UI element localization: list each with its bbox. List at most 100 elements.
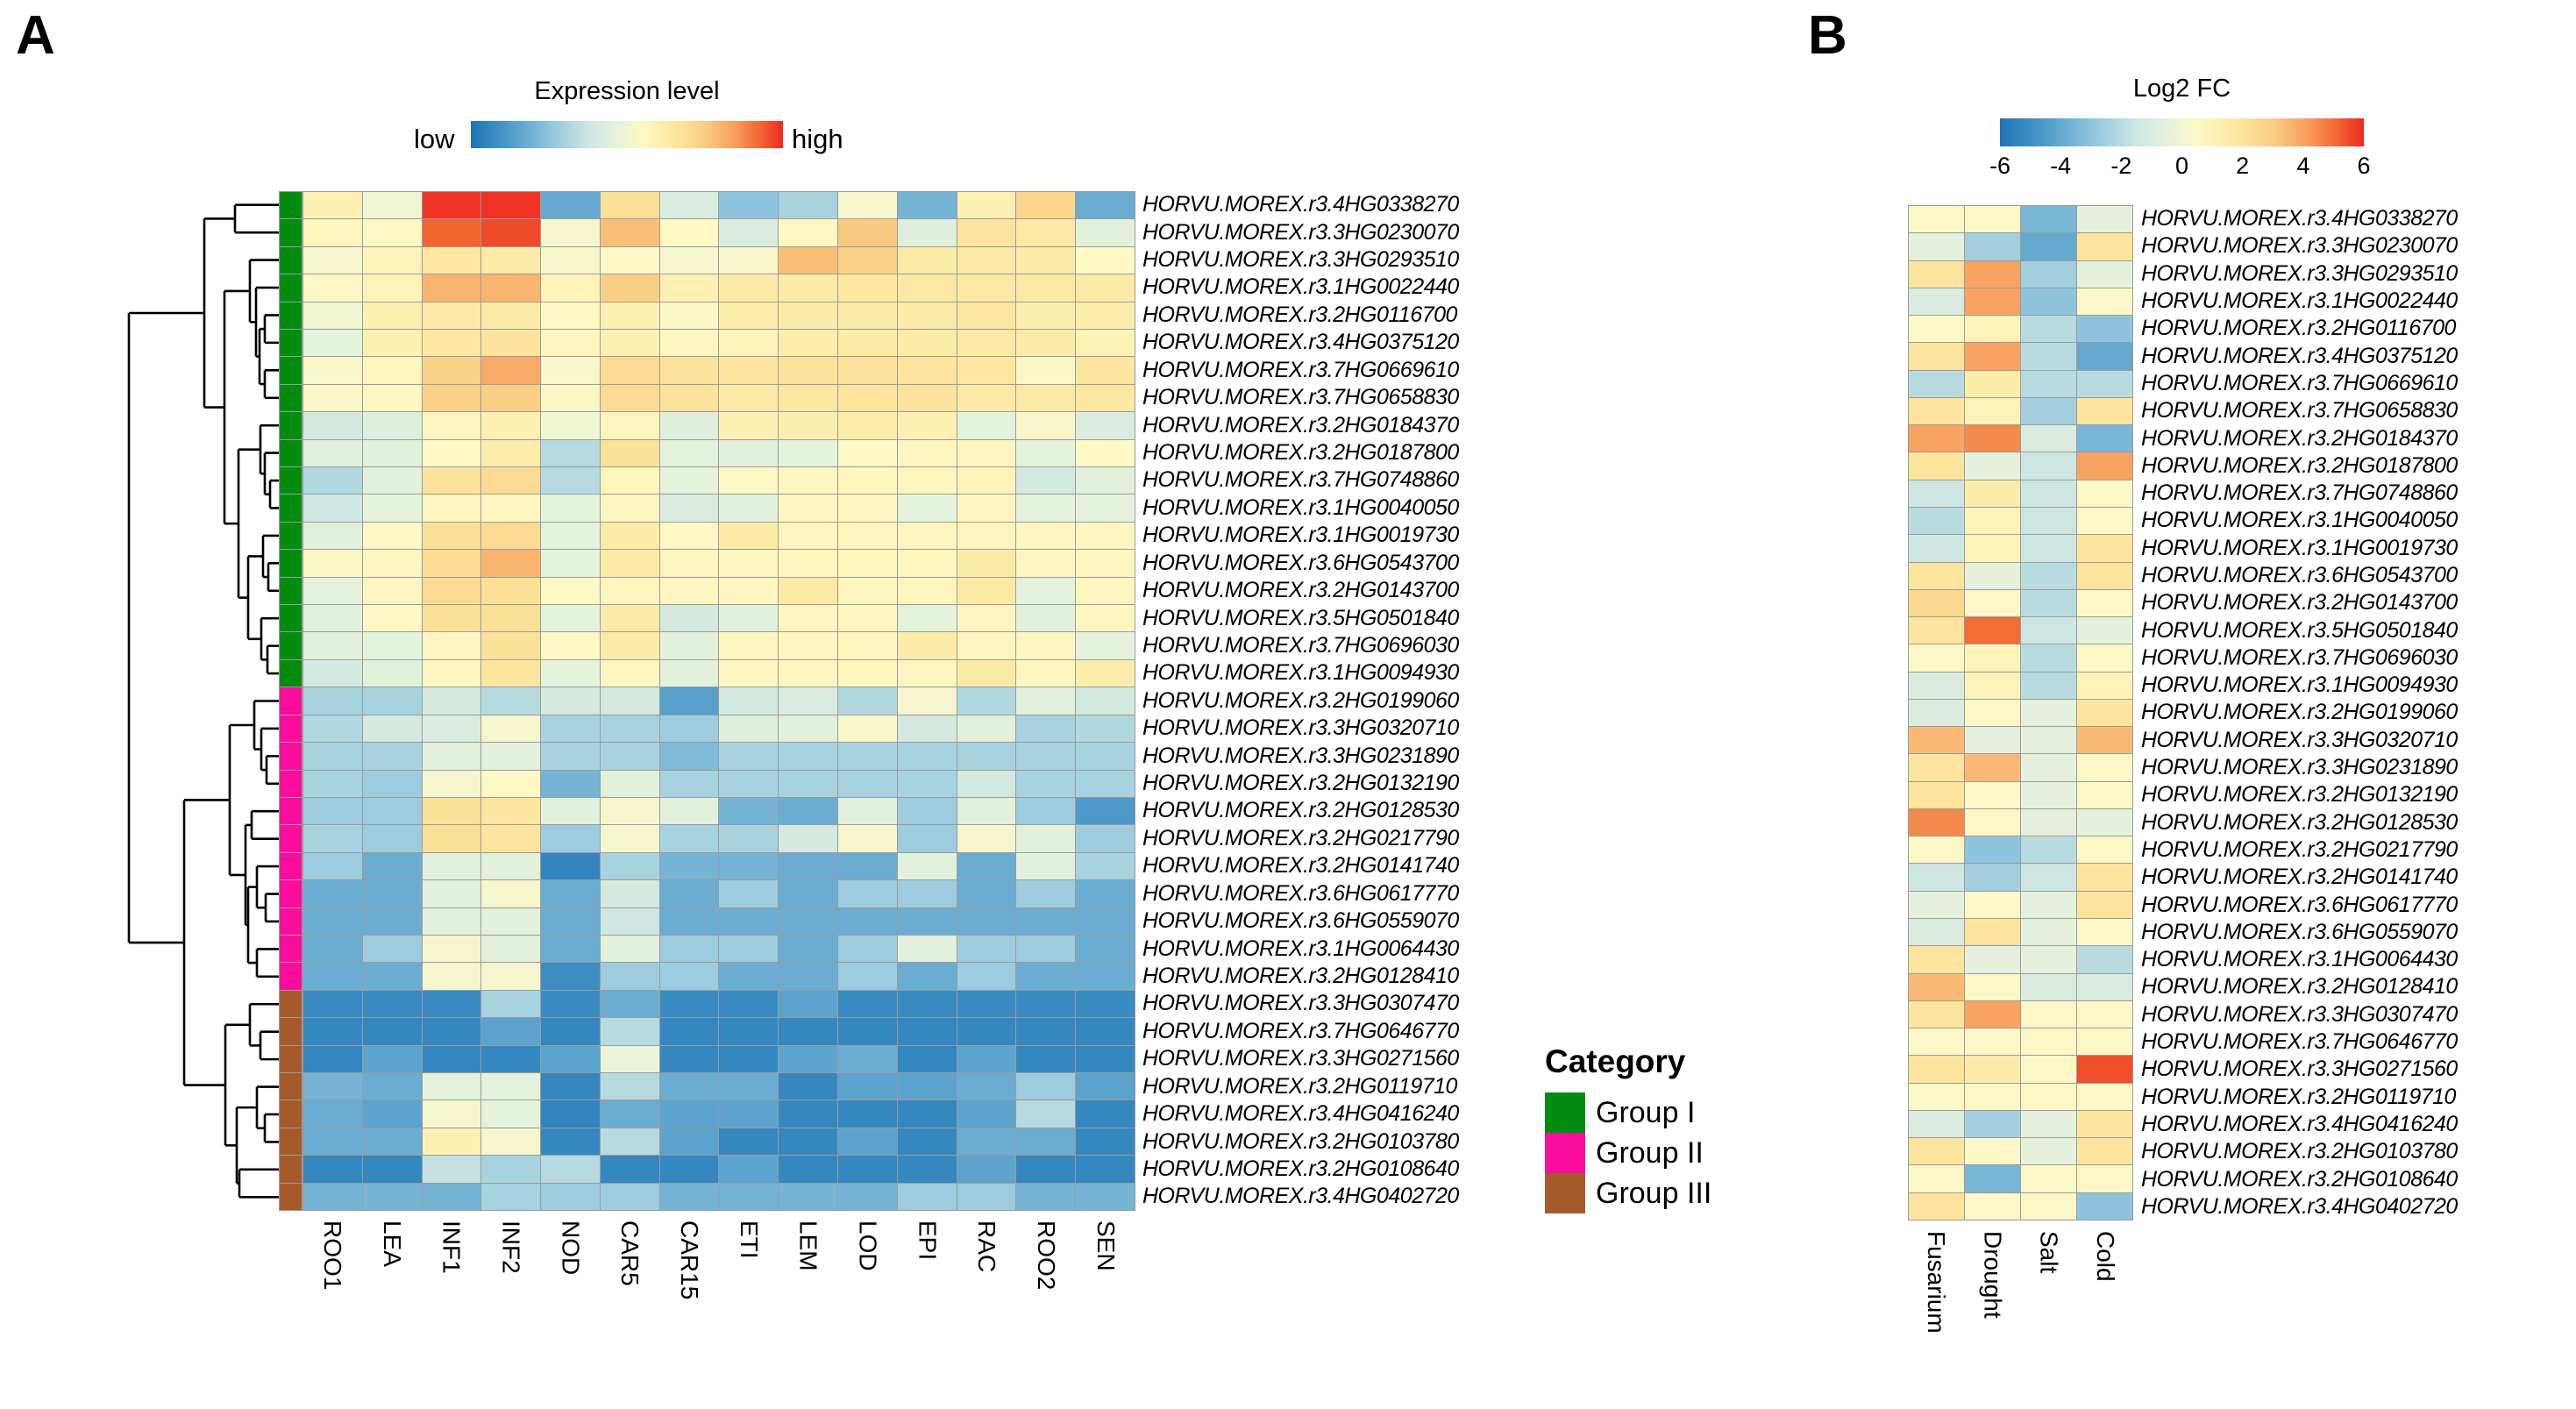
heatmap-cell	[2077, 946, 2132, 973]
heatmap-cell	[600, 1072, 659, 1100]
colorbar-b-title: Log2 FC	[2132, 75, 2231, 103]
heatmap-cell	[2021, 1028, 2076, 1056]
heatmap-cell	[897, 907, 957, 935]
heatmap-cell	[2077, 973, 2132, 1000]
heatmap-cell	[1965, 836, 2020, 864]
heatmap-cell	[2021, 1138, 2076, 1165]
heatmap-cell	[1909, 836, 1964, 864]
heatmap-cell	[838, 659, 897, 687]
colorbar-tick-label: 6	[2357, 153, 2371, 179]
gene-label: HORVU.MOREX.r3.7HG0658830	[1142, 385, 1459, 410]
heatmap-cell	[1076, 522, 1135, 550]
heatmap-cell	[303, 880, 362, 907]
heatmap-cell	[659, 274, 719, 302]
colorbar-tick-label: 4	[2296, 153, 2310, 179]
heatmap-cell	[1016, 1072, 1076, 1100]
heatmap-cell	[957, 797, 1016, 825]
heatmap-cell	[779, 1018, 838, 1045]
gene-label: HORVU.MOREX.r3.1HG0040050	[1142, 495, 1459, 520]
gene-labels-b: HORVU.MOREX.r3.4HG0338270 HORVU.MOREX.r3.…	[2141, 205, 2458, 1220]
category-strip-cell	[280, 963, 302, 990]
heatmap-cell	[1965, 343, 2020, 370]
heatmap-cell	[1965, 260, 2020, 288]
heatmap-cell	[600, 659, 659, 687]
heatmap-cell	[838, 880, 897, 907]
heatmap-cell	[481, 412, 541, 439]
gene-label: HORVU.MOREX.r3.7HG0658830	[2141, 398, 2458, 423]
heatmap-cell	[303, 412, 362, 439]
heatmap-cell	[838, 495, 897, 522]
heatmap-cell	[362, 1018, 422, 1045]
heatmap-cell	[600, 274, 659, 302]
heatmap-cell	[1016, 935, 1076, 963]
heatmap-cell	[1016, 825, 1076, 852]
heatmap-cell	[2077, 1028, 2132, 1056]
heatmap-cell	[1076, 935, 1135, 963]
gene-label: HORVU.MOREX.r3.4HG0402720	[2141, 1193, 2458, 1219]
heatmap-cell	[2077, 754, 2132, 781]
heatmap-cell	[481, 219, 541, 246]
heatmap-cell	[957, 1183, 1016, 1210]
heatmap-cell	[303, 797, 362, 825]
heatmap-cell	[1909, 1110, 1964, 1138]
gene-label: HORVU.MOREX.r3.3HG0307470	[1142, 991, 1459, 1016]
category-strip-cell	[280, 632, 302, 659]
heatmap-cell	[659, 935, 719, 963]
heatmap-cell	[362, 357, 422, 384]
heatmap-cell	[541, 935, 600, 963]
heatmap-cell	[541, 1072, 600, 1100]
heatmap-cell	[957, 632, 1016, 659]
heatmap-cell	[1909, 452, 1964, 480]
heatmap-cell	[362, 715, 422, 743]
heatmap-cell	[2077, 343, 2132, 370]
heatmap-cell	[719, 330, 779, 357]
heatmap-cell	[600, 907, 659, 935]
heatmap-cell	[779, 797, 838, 825]
heatmap-cell	[719, 963, 779, 990]
heatmap-cell	[2021, 644, 2076, 672]
heatmap-cell	[600, 412, 659, 439]
row-dendrogram	[127, 203, 302, 1199]
category-legend: Category Group I Group II Group III	[1545, 1043, 1711, 1213]
category-strip-cell	[280, 825, 302, 852]
heatmap-cell	[1965, 754, 2020, 781]
category-strip-cell	[280, 467, 302, 495]
heatmap-cell	[362, 522, 422, 550]
heatmap-cell	[600, 1183, 659, 1210]
heatmap-cell	[719, 1128, 779, 1156]
heatmap-cell	[541, 274, 600, 302]
heatmap-cell	[1965, 727, 2020, 754]
heatmap-cell	[1909, 316, 1964, 343]
heatmap-cell	[838, 302, 897, 330]
heatmap-cell	[897, 219, 957, 246]
heatmap-cell	[2021, 1110, 2076, 1138]
heatmap-cell	[1909, 973, 1964, 1000]
heatmap-cell	[1076, 246, 1135, 274]
gene-label: HORVU.MOREX.r3.1HG0094930	[1142, 660, 1459, 686]
heatmap-cell	[659, 715, 719, 743]
heatmap-cell	[1965, 316, 2020, 343]
heatmap-cell	[897, 935, 957, 963]
heatmap-cell	[600, 302, 659, 330]
legend-swatch	[1545, 1173, 1585, 1213]
heatmap-cell	[481, 1018, 541, 1045]
heatmap-cell	[541, 963, 600, 990]
heatmap-cell	[1909, 1165, 1964, 1192]
heatmap-cell	[1016, 990, 1076, 1018]
heatmap-cell	[957, 302, 1016, 330]
heatmap-cell	[719, 990, 779, 1018]
heatmap-cell	[2021, 1056, 2076, 1083]
heatmap-cell	[422, 880, 481, 907]
gene-label: HORVU.MOREX.r3.2HG0116700	[1142, 302, 1457, 327]
heatmap-cell	[957, 1018, 1016, 1045]
heatmap-cell	[2077, 1083, 2132, 1110]
heatmap-cell	[1909, 864, 1964, 891]
heatmap-cell	[2021, 973, 2076, 1000]
heatmap-cell	[897, 550, 957, 577]
heatmap-cell	[2077, 507, 2132, 535]
category-strip-cell	[280, 1156, 302, 1183]
heatmap-cell	[957, 743, 1016, 770]
heatmap-cell	[303, 495, 362, 522]
heatmap-cell	[897, 577, 957, 605]
heatmap-cell	[1965, 808, 2020, 836]
